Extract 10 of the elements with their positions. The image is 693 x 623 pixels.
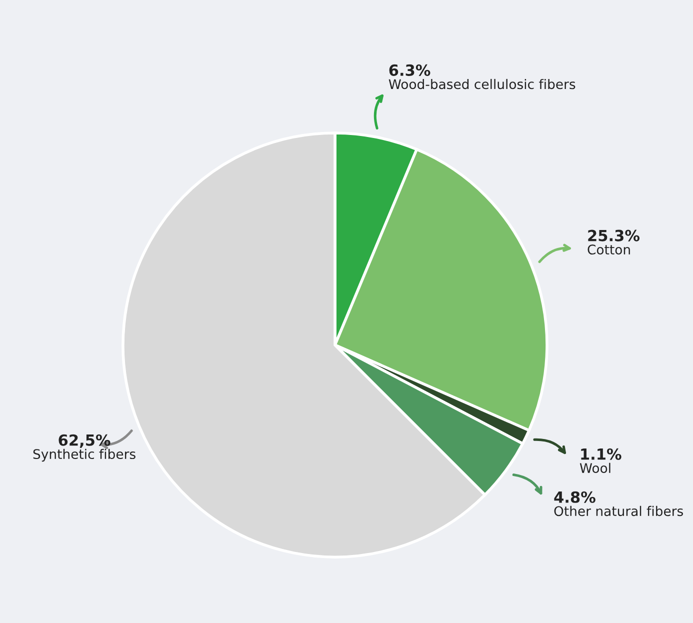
data-label: 4.8%: [554, 491, 596, 503]
data-label: 1.1%: [581, 448, 622, 460]
data-label: 25.3%: [588, 230, 640, 242]
slice-label: Wood-based cellulosic fibers: [388, 78, 576, 90]
slice-label: Other natural fibers: [554, 506, 683, 516]
data-label: 62,5%: [58, 434, 110, 448]
legend-label: Cotton: [588, 244, 630, 255]
data-label: 6.3%: [389, 64, 430, 76]
slice-label: Wool: [580, 462, 610, 474]
slice-label: Synthetic fibers: [33, 448, 136, 462]
